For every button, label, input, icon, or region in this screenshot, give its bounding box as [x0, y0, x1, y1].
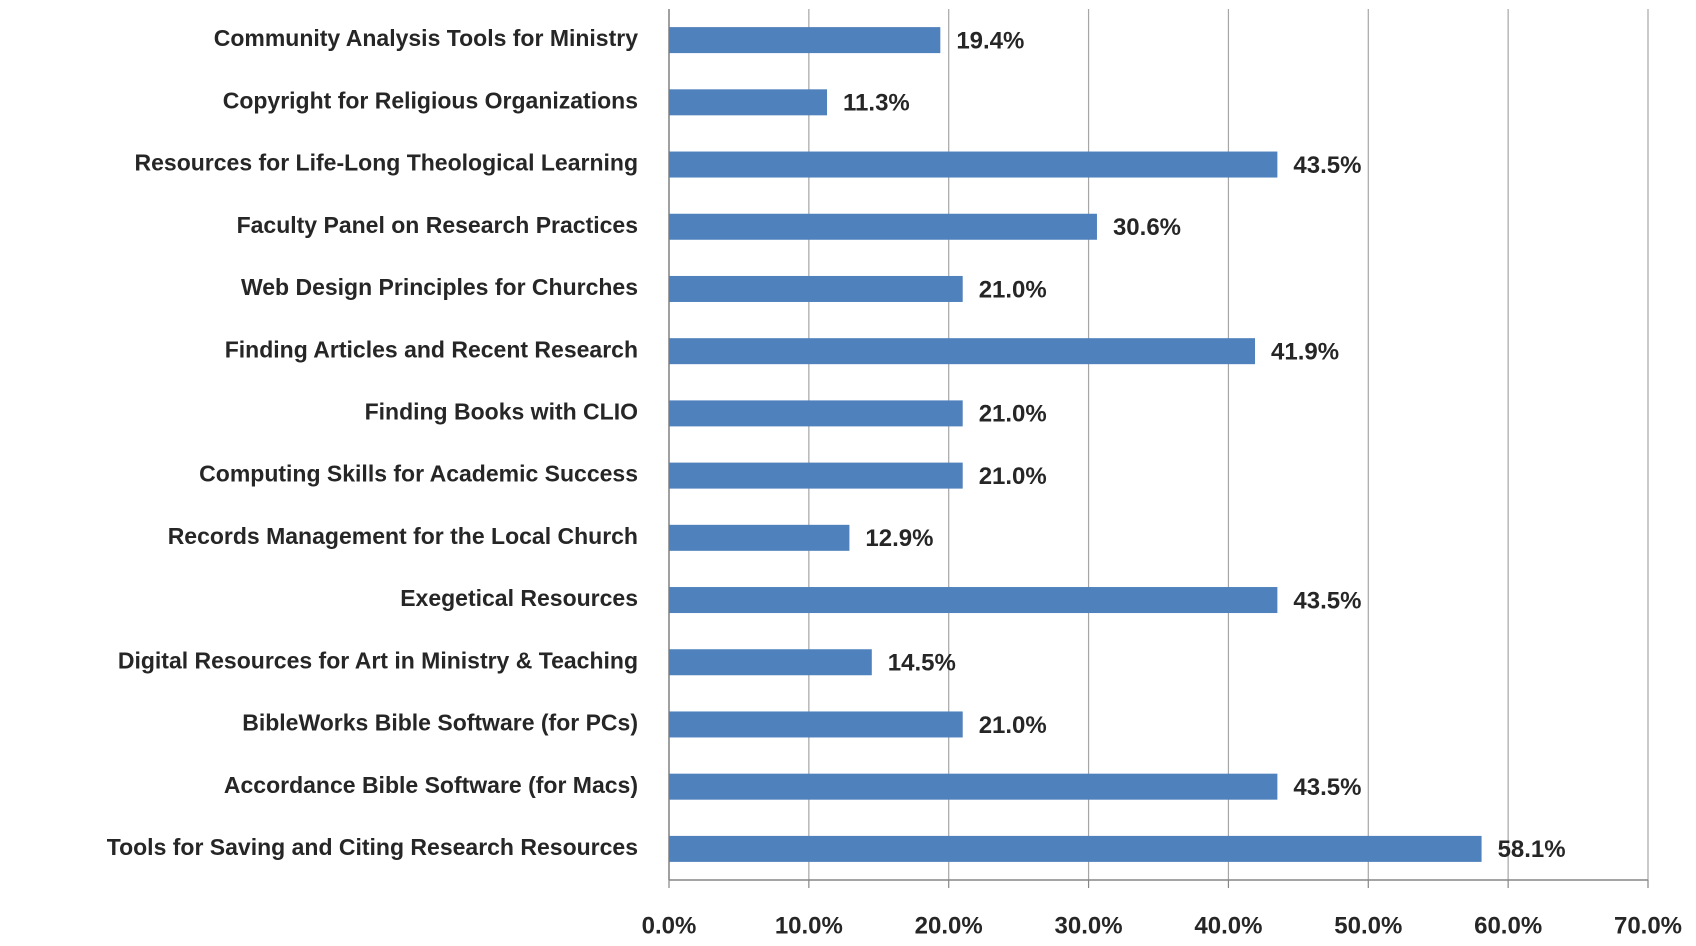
bar	[669, 462, 963, 489]
x-tick-label: 50.0%	[1334, 912, 1402, 939]
data-label: 11.3%	[843, 90, 910, 117]
bar	[669, 89, 828, 116]
data-label: 30.6%	[1113, 214, 1181, 241]
bar	[669, 711, 963, 738]
bar	[669, 649, 872, 676]
y-tick-label: Records Management for the Local Church	[168, 523, 638, 549]
y-tick-label: Copyright for Religious Organizations	[223, 87, 638, 113]
bar	[669, 151, 1278, 178]
y-tick-label: Finding Books with CLIO	[365, 398, 638, 424]
x-tick-label: 30.0%	[1055, 912, 1123, 939]
y-tick-label: Accordance Bible Software (for Macs)	[224, 772, 638, 798]
y-tick-label: Web Design Principles for Churches	[241, 274, 638, 300]
x-tick-label: 60.0%	[1474, 912, 1542, 939]
data-label: 19.4%	[956, 27, 1024, 54]
data-label: 58.1%	[1498, 836, 1566, 863]
y-tick-label: BibleWorks Bible Software (for PCs)	[242, 710, 638, 736]
data-label: 21.0%	[979, 401, 1047, 428]
data-label: 14.5%	[888, 650, 956, 677]
y-tick-label: Faculty Panel on Research Practices	[237, 212, 638, 238]
bar	[669, 773, 1278, 800]
data-label: 43.5%	[1293, 587, 1361, 614]
bar	[669, 338, 1256, 365]
x-tick-label: 10.0%	[775, 912, 843, 939]
y-tick-label: Exegetical Resources	[400, 585, 638, 611]
y-tick-label: Digital Resources for Art in Ministry & …	[118, 647, 638, 673]
bar	[669, 27, 941, 54]
bar	[669, 835, 1482, 862]
data-label: 43.5%	[1293, 152, 1361, 179]
data-label: 21.0%	[979, 276, 1047, 303]
data-label: 43.5%	[1293, 774, 1361, 801]
y-tick-label: Finding Articles and Recent Research	[225, 336, 638, 362]
x-tick-label: 40.0%	[1194, 912, 1262, 939]
data-label: 41.9%	[1271, 339, 1339, 366]
bar	[669, 275, 963, 302]
x-tick-label: 20.0%	[915, 912, 983, 939]
bar	[669, 587, 1278, 614]
data-label: 12.9%	[865, 525, 933, 552]
bar	[669, 213, 1097, 240]
y-tick-label: Computing Skills for Academic Success	[199, 461, 638, 487]
bar	[669, 524, 850, 551]
x-tick-label: 70.0%	[1614, 912, 1682, 939]
y-tick-label: Tools for Saving and Citing Research Res…	[107, 834, 638, 860]
data-label: 21.0%	[979, 712, 1047, 739]
y-tick-label: Resources for Life-Long Theological Lear…	[135, 150, 639, 176]
x-tick-label: 0.0%	[642, 912, 697, 939]
bar	[669, 400, 963, 427]
y-tick-label: Community Analysis Tools for Ministry	[214, 25, 638, 51]
data-label: 21.0%	[979, 463, 1047, 490]
